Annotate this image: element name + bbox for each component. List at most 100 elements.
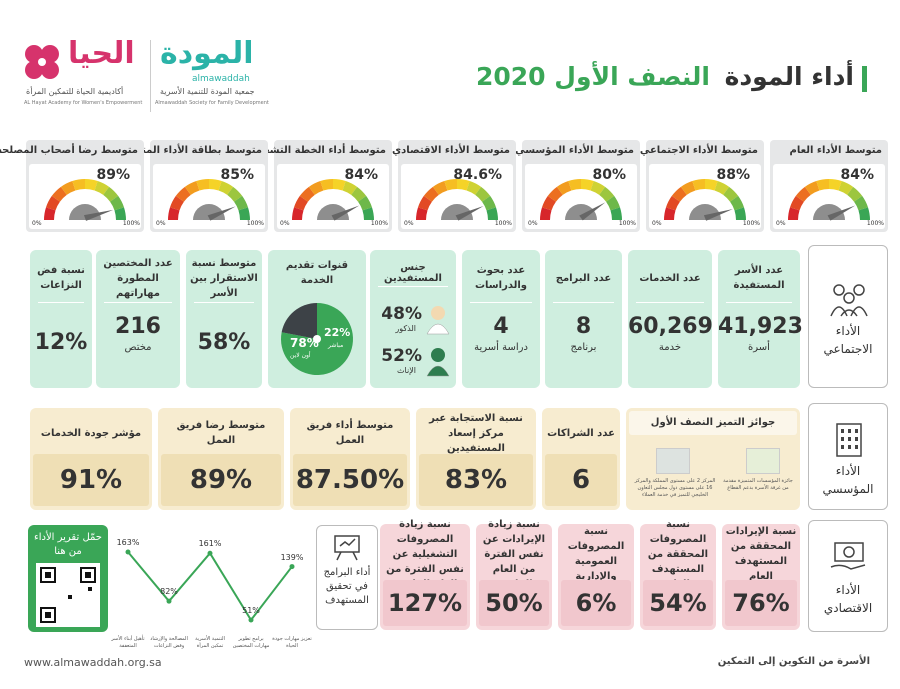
section-label-text: الأداء الاجتماعي xyxy=(823,323,873,356)
stat-title: مؤشر جودة الخدمات xyxy=(40,427,142,439)
title-bar xyxy=(862,66,867,92)
gauge-segment xyxy=(723,186,739,202)
gauge-segment xyxy=(568,179,582,191)
programs-category: تأهيل أبناء الأسر المتعففة xyxy=(111,636,145,649)
stat-value: 83% xyxy=(444,465,508,495)
programs-label: أداء البرامج في تحقيق المستهدف xyxy=(316,525,378,630)
stat-card: نسبة فض النزاعات 12% xyxy=(30,250,92,388)
icon-window xyxy=(841,444,844,449)
donut-segment xyxy=(281,303,317,339)
awards-title: جوائز التميز النصف الأول xyxy=(650,417,776,428)
gauge-card: متوسط الأداء الاقتصادي 84.6% 0% 100% xyxy=(392,140,516,232)
programs-value: 139% xyxy=(280,552,304,562)
gauge-segment xyxy=(170,195,185,211)
qr-finder xyxy=(40,607,56,623)
gauge-label: متوسط بطاقة الأداء المتوازن xyxy=(118,145,262,156)
qr-finder-core xyxy=(45,612,51,618)
gauge-segment xyxy=(704,179,718,191)
stat-card: عدد البرامج 8 برنامج xyxy=(545,250,622,388)
gauge-label: متوسط أداء الخطة التشغيلية xyxy=(245,145,386,156)
icon-head xyxy=(853,283,865,296)
stat-value: 216 xyxy=(115,314,161,339)
gauge-card: متوسط الأداء العام 84% 0% 100% xyxy=(770,140,888,232)
gauge-segment xyxy=(208,179,222,191)
icon-window xyxy=(841,428,844,433)
programs-point xyxy=(125,549,131,555)
gauge-segment xyxy=(168,207,180,221)
gauge xyxy=(292,179,374,221)
stat-card: مؤشر جودة الخدمات 91% xyxy=(30,408,152,510)
stat-card: عدد الأسر المستفيدة 41,923 أسرة xyxy=(718,250,803,388)
gender-card: جنس المستفيدين 48% الذكور 52% الإناث xyxy=(370,250,456,388)
gauge-segment xyxy=(795,186,811,202)
gauge xyxy=(540,179,622,221)
gauge-segment xyxy=(44,207,56,221)
gauge-segment xyxy=(610,207,622,221)
donut-hole xyxy=(313,335,321,343)
stat-value-bg xyxy=(643,580,713,626)
stat-value-bg xyxy=(161,454,281,506)
stat-value-bg xyxy=(383,580,467,626)
award-image xyxy=(746,448,780,474)
stat-value: 4 xyxy=(493,314,509,339)
stat-title: نسبة المصروفات المحققة من المستهدف العام xyxy=(647,518,709,590)
donut xyxy=(281,303,353,375)
stat-card: عدد الشراكات 6 xyxy=(542,408,620,510)
gauge-max: 100% xyxy=(122,220,140,227)
gauge-segment xyxy=(416,207,428,221)
gauge-value: 88% xyxy=(716,167,750,183)
gauge-label: متوسط الأداء العام xyxy=(789,145,882,156)
stat-unit: دراسة أسرية xyxy=(474,342,528,353)
gauge-segment xyxy=(456,179,470,191)
gauge-value: 84.6% xyxy=(453,167,502,183)
stat-card: نسبة زيادة الإيرادات عن نفس الفترة من ال… xyxy=(476,519,552,630)
stat-title: نسبة فض النزاعات xyxy=(37,265,85,291)
gender-icon xyxy=(426,348,450,377)
gender-value: 52% xyxy=(381,346,422,366)
gauge-segment xyxy=(46,195,61,211)
gauge-segment xyxy=(103,186,119,202)
download-text: حمّل تقرير الأداء من هنا xyxy=(34,532,102,557)
icon-window xyxy=(848,444,851,449)
gauge-needle xyxy=(331,205,360,221)
stat-card: عدد الخدمات 60,269 خدمة xyxy=(628,250,713,388)
icon-head xyxy=(431,348,445,362)
gauge-segment xyxy=(486,207,498,221)
gauge-card: متوسط أداء الخطة التشغيلية 84% 0% 100% xyxy=(246,140,392,232)
stat-value: 8 xyxy=(575,314,592,339)
stat-value: 127% xyxy=(387,589,463,617)
gauge-segment xyxy=(308,181,324,196)
gauge-segment xyxy=(671,186,687,202)
award-caption: المركز 2 على مستوى المملكة والمركز 16 عل… xyxy=(634,478,716,498)
stat-title: نسبة زيادة المصروفات التشغيلية عن نفس ال… xyxy=(386,518,464,590)
gauge xyxy=(664,179,746,221)
section-label: الأداء الاجتماعي xyxy=(808,245,888,388)
stat-title: قنوات تقديم الخدمة xyxy=(285,260,349,286)
gauge-segment xyxy=(666,195,681,211)
stat-title: متوسط نسبة الاستقرار بين الأسر xyxy=(190,257,258,299)
stat-value: 50% xyxy=(485,589,543,617)
gauge-card: متوسط بطاقة الأداء المتوازن 85% 0% 100% xyxy=(118,140,268,232)
award-caption: جائزة المؤسسات المتميزة مقدمة من غرفة ال… xyxy=(723,478,793,491)
icon-head xyxy=(833,283,845,296)
stat-value: 91% xyxy=(59,465,123,495)
gender-label: الإناث xyxy=(397,366,416,375)
gauge-card: متوسط الأداء الاجتماعي 88% 0% 100% xyxy=(640,140,764,232)
channels-card: قنوات تقديم الخدمة 78% أون لاين 22% مباشر xyxy=(268,250,366,388)
gauge-min: 0% xyxy=(156,220,166,227)
gender-value: 48% xyxy=(381,304,422,324)
gauge-needle xyxy=(455,206,484,221)
programs-value: 82% xyxy=(160,587,178,597)
gauge-min: 0% xyxy=(280,220,290,227)
gauge-segment xyxy=(196,179,210,191)
stat-title: نسبة المصروفات العمومية والإدارية xyxy=(567,526,625,582)
logo-divider xyxy=(150,40,151,112)
gauge-segment xyxy=(790,195,805,211)
gauge-segment xyxy=(556,181,572,196)
section-icon xyxy=(830,542,866,570)
stat-title: متوسط أداء فريق العمل xyxy=(306,420,394,446)
gauge-needle xyxy=(207,206,236,221)
gauge-segment xyxy=(357,195,372,211)
gauge-segment xyxy=(332,179,346,191)
section-label: الأداء المؤسسي xyxy=(808,403,888,510)
